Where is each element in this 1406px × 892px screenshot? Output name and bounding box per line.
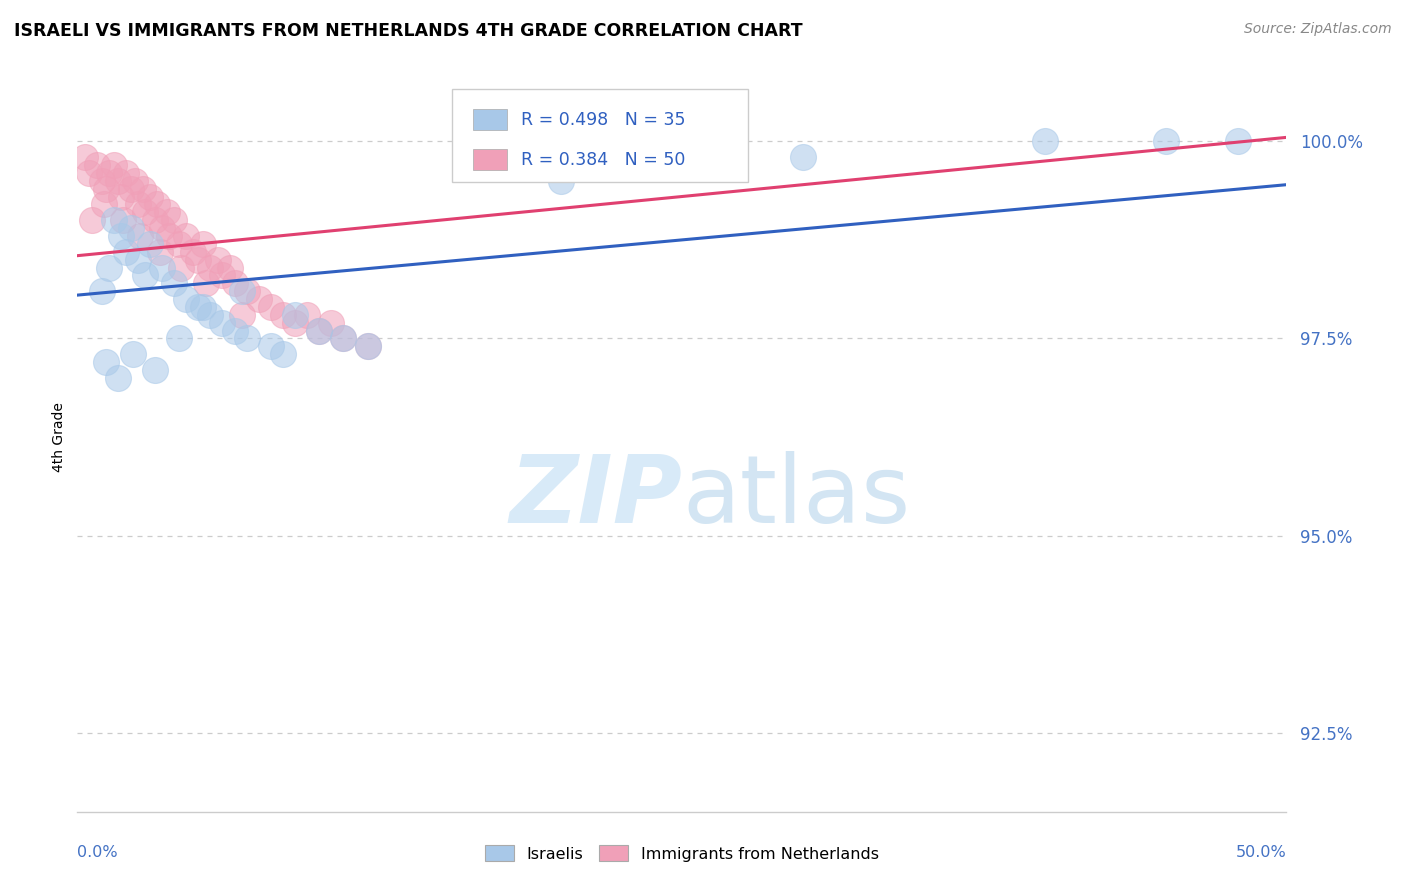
Israelis — [211, 316, 233, 330]
Text: ZIP: ZIP — [509, 451, 682, 543]
Immigrants from Netherlands — [211, 268, 233, 283]
Israelis — [191, 300, 214, 314]
Immigrants from Netherlands — [231, 308, 253, 322]
Israelis — [134, 268, 156, 283]
Israelis — [231, 284, 253, 298]
Immigrants from Netherlands — [284, 316, 307, 330]
Israelis — [143, 363, 166, 377]
Immigrants from Netherlands — [321, 316, 343, 330]
Immigrants from Netherlands — [332, 331, 354, 345]
Israelis — [1033, 134, 1056, 148]
Text: 50.0%: 50.0% — [1236, 846, 1286, 861]
Israelis — [103, 213, 125, 227]
Israelis — [284, 308, 307, 322]
Israelis — [110, 229, 132, 244]
Immigrants from Netherlands — [112, 213, 135, 227]
Legend: Israelis, Immigrants from Netherlands: Israelis, Immigrants from Netherlands — [478, 838, 886, 868]
Immigrants from Netherlands — [114, 166, 136, 180]
Immigrants from Netherlands — [148, 244, 170, 259]
FancyBboxPatch shape — [453, 88, 748, 182]
Immigrants from Netherlands — [103, 158, 125, 172]
Israelis — [90, 284, 112, 298]
Immigrants from Netherlands — [139, 189, 162, 203]
Immigrants from Netherlands — [86, 158, 108, 172]
Immigrants from Netherlands — [146, 197, 169, 211]
Israelis — [120, 221, 142, 235]
Immigrants from Netherlands — [174, 229, 197, 244]
Immigrants from Netherlands — [124, 174, 146, 188]
Immigrants from Netherlands — [308, 324, 330, 338]
Immigrants from Netherlands — [218, 260, 240, 275]
Immigrants from Netherlands — [129, 229, 152, 244]
Immigrants from Netherlands — [187, 252, 209, 267]
Immigrants from Netherlands — [79, 166, 101, 180]
Immigrants from Netherlands — [110, 189, 132, 203]
Israelis — [356, 339, 378, 353]
Israelis — [163, 277, 186, 291]
Text: R = 0.384   N = 50: R = 0.384 N = 50 — [522, 151, 686, 169]
Israelis — [139, 236, 162, 251]
Immigrants from Netherlands — [170, 260, 193, 275]
Israelis — [174, 292, 197, 306]
Immigrants from Netherlands — [90, 174, 112, 188]
Immigrants from Netherlands — [207, 252, 229, 267]
Immigrants from Netherlands — [356, 339, 378, 353]
Israelis — [792, 150, 814, 164]
Immigrants from Netherlands — [143, 213, 166, 227]
Israelis — [96, 355, 118, 369]
Immigrants from Netherlands — [134, 205, 156, 219]
Text: Source: ZipAtlas.com: Source: ZipAtlas.com — [1244, 22, 1392, 37]
Israelis — [200, 308, 222, 322]
Immigrants from Netherlands — [194, 277, 217, 291]
Immigrants from Netherlands — [167, 236, 190, 251]
Israelis — [235, 331, 257, 345]
Immigrants from Netherlands — [224, 277, 246, 291]
Immigrants from Netherlands — [260, 300, 283, 314]
Immigrants from Netherlands — [156, 205, 179, 219]
Immigrants from Netherlands — [120, 181, 142, 195]
Text: R = 0.498   N = 35: R = 0.498 N = 35 — [522, 111, 686, 129]
Israelis — [308, 324, 330, 338]
Immigrants from Netherlands — [127, 197, 149, 211]
Israelis — [550, 174, 572, 188]
Israelis — [187, 300, 209, 314]
Y-axis label: 4th Grade: 4th Grade — [52, 402, 66, 472]
Text: atlas: atlas — [682, 451, 910, 543]
Immigrants from Netherlands — [295, 308, 318, 322]
Israelis — [167, 331, 190, 345]
Israelis — [127, 252, 149, 267]
Immigrants from Netherlands — [150, 221, 173, 235]
Israelis — [260, 339, 283, 353]
Immigrants from Netherlands — [107, 174, 129, 188]
Immigrants from Netherlands — [163, 213, 186, 227]
Israelis — [271, 347, 294, 361]
Immigrants from Netherlands — [200, 260, 222, 275]
Israelis — [114, 244, 136, 259]
Immigrants from Netherlands — [73, 150, 96, 164]
Israelis — [122, 347, 145, 361]
FancyBboxPatch shape — [472, 149, 506, 170]
Israelis — [97, 260, 120, 275]
Israelis — [1227, 134, 1250, 148]
Immigrants from Netherlands — [191, 236, 214, 251]
Immigrants from Netherlands — [157, 229, 180, 244]
Israelis — [332, 331, 354, 345]
Text: 0.0%: 0.0% — [77, 846, 118, 861]
Immigrants from Netherlands — [131, 181, 153, 195]
Israelis — [107, 371, 129, 385]
Israelis — [224, 324, 246, 338]
Immigrants from Netherlands — [247, 292, 270, 306]
Immigrants from Netherlands — [271, 308, 294, 322]
Immigrants from Netherlands — [97, 166, 120, 180]
Immigrants from Netherlands — [96, 181, 118, 195]
FancyBboxPatch shape — [472, 110, 506, 130]
Immigrants from Netherlands — [235, 284, 257, 298]
Immigrants from Netherlands — [80, 213, 103, 227]
Immigrants from Netherlands — [93, 197, 115, 211]
Immigrants from Netherlands — [183, 244, 205, 259]
Text: ISRAELI VS IMMIGRANTS FROM NETHERLANDS 4TH GRADE CORRELATION CHART: ISRAELI VS IMMIGRANTS FROM NETHERLANDS 4… — [14, 22, 803, 40]
Israelis — [1154, 134, 1177, 148]
Israelis — [150, 260, 173, 275]
